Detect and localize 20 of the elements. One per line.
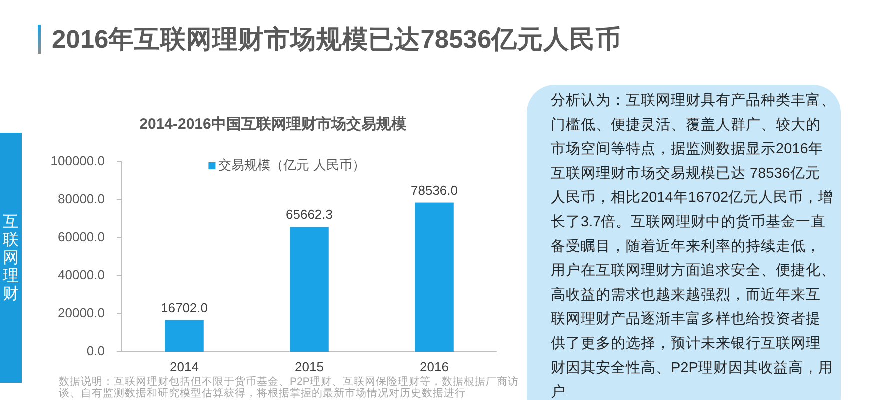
bar: [165, 320, 204, 352]
y-tick-label: 60000.0: [58, 229, 105, 244]
data-label: 65662.3: [286, 207, 333, 222]
data-label: 78536.0: [411, 182, 458, 198]
y-tick-label: 40000.0: [58, 267, 105, 282]
bar: [415, 202, 454, 352]
text: 数据说明：互联网理财包括但不限于货币基金、P2P理财、互联网保险理财等，数据根据厂商访谈、自有监测数据和研究模型估算获得，将根据掌握的最新市场情况对历史数据进行: [59, 375, 519, 400]
y-tick-label: 20000.0: [58, 305, 105, 320]
y-tick-label: 100000.0: [50, 153, 105, 168]
legend-label: 交易规模（亿元 人民币）: [218, 157, 366, 172]
x-tick-label: 2015: [295, 359, 324, 374]
x-tick-label: 2016: [420, 359, 449, 374]
chart-subtitle: 2014-2016中国互联网理财市场交易规模: [140, 114, 408, 133]
x-tick-label: 2014: [170, 359, 199, 374]
y-tick-label: 0.0: [86, 343, 105, 358]
bar: [290, 227, 329, 352]
y-tick-label: 80000.0: [58, 191, 105, 206]
text: 互联网理财: [3, 214, 19, 304]
chart-title: 2016年互联网理财市场规模已达78536亿元人民币: [52, 25, 622, 54]
data-label: 16702.0: [161, 300, 208, 316]
